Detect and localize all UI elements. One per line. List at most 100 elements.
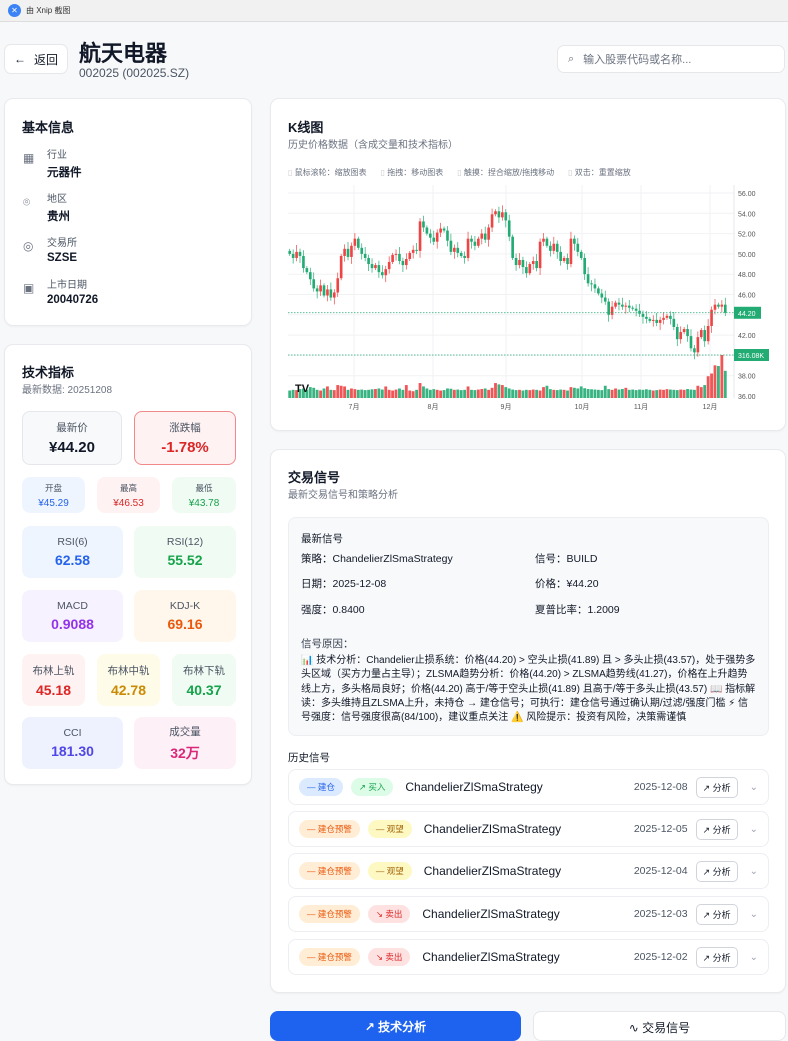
candle-body bbox=[463, 255, 466, 258]
volume-bar bbox=[394, 389, 398, 398]
candle-body bbox=[446, 230, 449, 241]
history-signal-row[interactable]: — 建仓预警 — 观望 ChandelierZlSmaStrategy 2025-12… bbox=[288, 853, 769, 889]
value: ChandelierZlSmaStrategy bbox=[332, 553, 453, 565]
search-input[interactable]: ⌕ 输入股票代码或名称... bbox=[557, 45, 785, 73]
hint-text: 触摸：捏合缩放/拖拽移动 bbox=[463, 168, 555, 177]
candle-body bbox=[696, 337, 700, 353]
candle-body bbox=[336, 278, 340, 293]
candle-body bbox=[456, 247, 460, 253]
info-value: SZSE bbox=[47, 252, 78, 264]
volume-bar bbox=[658, 389, 662, 398]
candle-body bbox=[343, 248, 346, 256]
page-title: 航天电器 bbox=[79, 41, 168, 66]
volume-box: 成交量 32万 bbox=[134, 717, 236, 769]
y-tick-label: 48.00 bbox=[738, 272, 756, 279]
x-tick-label: 10月 bbox=[575, 403, 590, 411]
chevron-down-icon[interactable]: ⌄ bbox=[749, 908, 758, 920]
candle-body bbox=[507, 220, 511, 237]
history-signal-row[interactable]: — 建仓预警 — 观望 ChandelierZlSmaStrategy 2025-12… bbox=[288, 811, 769, 847]
strategy-name: ChandelierZlSmaStrategy bbox=[423, 822, 562, 836]
candle-body bbox=[511, 236, 514, 258]
candle-body bbox=[562, 257, 566, 262]
signal-date: 2025-12-04 bbox=[633, 865, 688, 877]
analyze-button[interactable]: ↗ 分析 bbox=[695, 776, 738, 798]
trade-signals-button[interactable]: ∿ 交易信号 bbox=[533, 1011, 786, 1041]
volume-bar bbox=[401, 389, 405, 398]
candle-body bbox=[720, 304, 724, 307]
candle-body bbox=[610, 306, 614, 315]
volume-bar bbox=[456, 389, 460, 398]
reason-text: 📊 技术分析：Chandelier止损系统：价格(44.20) > 空头止损(4… bbox=[301, 655, 756, 724]
volume-bar bbox=[648, 389, 652, 398]
candle-body bbox=[686, 329, 689, 337]
volume-bar bbox=[377, 388, 381, 398]
value: 45.18 bbox=[35, 681, 72, 698]
volume-bar bbox=[336, 385, 340, 398]
candle-body bbox=[576, 243, 580, 252]
candle-body bbox=[603, 297, 607, 302]
chevron-down-icon[interactable]: ⌄ bbox=[749, 865, 758, 877]
candle-body bbox=[614, 302, 617, 307]
analyze-button[interactable]: ↗ 分析 bbox=[695, 946, 738, 968]
tech-analysis-button[interactable]: ↗ 技术分析 bbox=[270, 1011, 521, 1041]
signals-card: 交易信号 最新交易信号和策略分析 最新信号 策略：ChandelierZlSma… bbox=[270, 449, 786, 993]
chevron-down-icon[interactable]: ⌄ bbox=[749, 823, 758, 835]
label: 价格： bbox=[535, 578, 567, 590]
basic-info-title: 基本信息 bbox=[22, 120, 75, 135]
label: CCI bbox=[63, 727, 82, 739]
candle-body bbox=[665, 315, 669, 318]
volume-bar bbox=[367, 389, 371, 398]
high-box: 最高 ¥46.53 bbox=[97, 477, 160, 513]
signal-tag: ↘ 卖出 bbox=[367, 948, 411, 966]
candle-body bbox=[442, 228, 446, 231]
back-button[interactable]: ← 返回 bbox=[4, 44, 68, 74]
info-value: 20040726 bbox=[47, 294, 99, 306]
history-signal-row[interactable]: — 建仓预警 ↘ 卖出 ChandelierZlSmaStrategy 2025-12… bbox=[288, 939, 769, 975]
candle-body bbox=[617, 302, 621, 305]
volume-bar bbox=[600, 390, 604, 398]
analyze-button[interactable]: ↗ 分析 bbox=[695, 860, 738, 882]
candle-body bbox=[682, 329, 686, 333]
analyze-button[interactable]: ↗ 分析 bbox=[695, 903, 738, 925]
latest-signal-heading: 最新信号 bbox=[301, 533, 343, 545]
candle-body bbox=[607, 301, 610, 315]
candle-body bbox=[699, 330, 703, 338]
kline-chart[interactable]: 56.00 54.00 52.00 50.00 48.00 46.00 42.00 38.00… bbox=[271, 99, 787, 432]
volume-bar bbox=[665, 389, 669, 398]
volume-bar bbox=[672, 389, 676, 398]
candle-body bbox=[710, 309, 713, 326]
signal-date: 2025-12-02 bbox=[633, 951, 688, 963]
volume-bar bbox=[545, 385, 549, 398]
candle-body bbox=[312, 279, 316, 289]
volume-bar bbox=[542, 387, 545, 398]
volume-bar bbox=[387, 389, 391, 398]
chevron-down-icon[interactable]: ⌄ bbox=[749, 951, 758, 963]
volume-bar bbox=[562, 389, 566, 398]
volume-bar bbox=[693, 389, 696, 398]
hint-text: 双击：重置缩放 bbox=[574, 168, 631, 177]
xnip-icon: ✕ bbox=[8, 4, 21, 17]
info-label: 上市日期 bbox=[47, 280, 87, 291]
volume-bar bbox=[363, 390, 367, 398]
volume-bar bbox=[452, 389, 456, 398]
volume-bar bbox=[295, 390, 298, 398]
volume-bar bbox=[699, 387, 703, 398]
history-signal-row[interactable]: — 建仓预警 ↘ 卖出 ChandelierZlSmaStrategy 2025-12… bbox=[288, 896, 769, 932]
history-signal-row[interactable]: — 建仓 ↗ 买入 ChandelierZlSmaStrategy 2025-12-0… bbox=[288, 769, 769, 805]
candle-body bbox=[552, 243, 556, 251]
analyze-button[interactable]: ↗ 分析 bbox=[695, 818, 738, 840]
map-pin-icon: ⌾ bbox=[23, 195, 31, 209]
chevron-down-icon[interactable]: ⌄ bbox=[749, 781, 758, 793]
volume-bar bbox=[435, 389, 439, 398]
signal-tag: ↗ 买入 bbox=[350, 778, 394, 796]
label: 成交量 bbox=[169, 725, 201, 738]
candle-body bbox=[449, 240, 453, 252]
label: 日期： bbox=[301, 578, 333, 590]
volume-bar bbox=[459, 390, 463, 398]
volume-bar bbox=[483, 388, 487, 398]
signals-subtitle: 最新交易信号和策略分析 bbox=[288, 490, 398, 501]
volume-bar bbox=[470, 389, 473, 398]
history-title: 历史信号 bbox=[288, 752, 330, 764]
candle-body bbox=[377, 265, 381, 273]
volume-bar bbox=[614, 388, 617, 398]
